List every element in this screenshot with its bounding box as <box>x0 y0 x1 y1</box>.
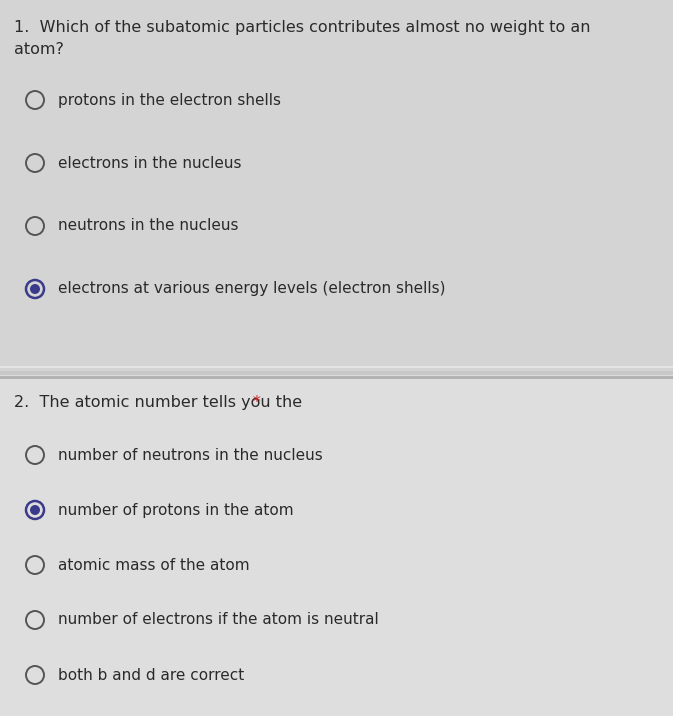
Text: neutrons in the nucleus: neutrons in the nucleus <box>58 218 238 233</box>
Circle shape <box>30 505 40 515</box>
Bar <box>0 375 673 716</box>
Text: electrons at various energy levels (electron shells): electrons at various energy levels (elec… <box>58 281 446 296</box>
Circle shape <box>30 284 40 294</box>
Text: atomic mass of the atom: atomic mass of the atom <box>58 558 250 573</box>
Text: number of electrons if the atom is neutral: number of electrons if the atom is neutr… <box>58 612 379 627</box>
Text: number of protons in the atom: number of protons in the atom <box>58 503 293 518</box>
Text: electrons in the nucleus: electrons in the nucleus <box>58 155 242 170</box>
Text: both b and d are correct: both b and d are correct <box>58 667 244 682</box>
Bar <box>0 0 673 375</box>
Text: *: * <box>252 395 260 410</box>
Text: number of neutrons in the nucleus: number of neutrons in the nucleus <box>58 448 323 463</box>
Text: 2.  The atomic number tells you the: 2. The atomic number tells you the <box>14 395 312 410</box>
Text: 1.  Which of the subatomic particles contributes almost no weight to an: 1. Which of the subatomic particles cont… <box>14 20 590 35</box>
Text: protons in the electron shells: protons in the electron shells <box>58 92 281 107</box>
Text: atom?: atom? <box>14 42 64 57</box>
